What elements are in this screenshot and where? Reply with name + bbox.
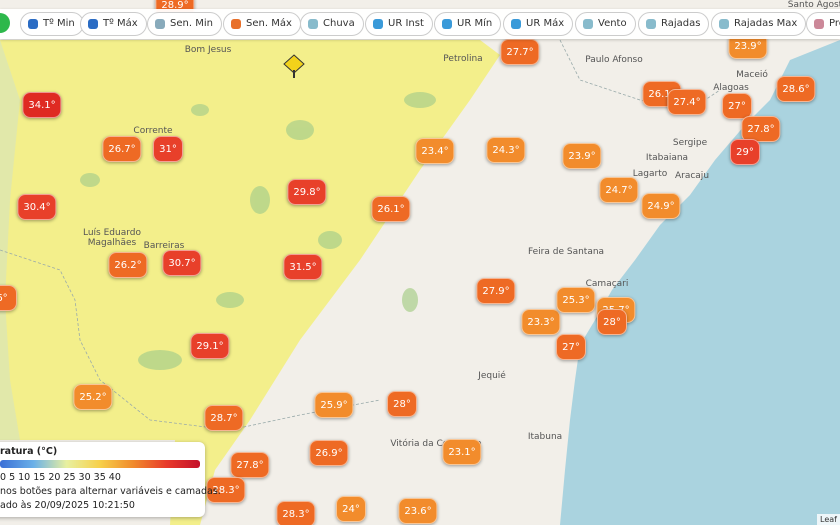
status-button[interactable] xyxy=(0,13,10,33)
button-icon xyxy=(511,19,521,29)
place-label: Itabuna xyxy=(527,432,563,442)
temperature-marker[interactable]: 23.4° xyxy=(415,138,455,164)
temperature-marker[interactable]: 26.2° xyxy=(108,252,148,278)
place-label: Santo Agost xyxy=(787,0,840,10)
legend-title: ratura (°C) xyxy=(0,446,58,457)
temperature-marker[interactable]: 25.3° xyxy=(556,287,596,313)
temperature-marker[interactable]: 26.1° xyxy=(371,196,411,222)
place-label: Sergipe xyxy=(672,138,708,148)
place-label: Magalhães xyxy=(87,238,137,248)
temperature-marker[interactable]: 27.8° xyxy=(741,116,781,142)
toolbar: Tº Min Tº Máx Sen. Min Sen. Máx Chuva UR Inst… xyxy=(0,9,840,39)
place-label: Jequié xyxy=(478,371,506,381)
temperature-marker[interactable]: 23.1° xyxy=(442,439,482,465)
temperature-marker[interactable]: 25.2° xyxy=(73,384,113,410)
button-icon xyxy=(814,19,824,29)
temperature-marker[interactable]: 26.9° xyxy=(309,440,349,466)
temperature-marker[interactable]: 28.6° xyxy=(776,76,816,102)
place-label: Barreiras xyxy=(143,241,185,251)
toolbar-button[interactable]: Tº Máx xyxy=(80,12,147,36)
legend-updated: ado às 20/09/2025 10:21:50 xyxy=(0,500,135,511)
sea xyxy=(560,40,840,525)
button-icon xyxy=(231,19,241,29)
temperature-marker[interactable]: 26.7° xyxy=(102,136,142,162)
temperature-marker[interactable]: 27.4° xyxy=(667,89,707,115)
toolbar-button[interactable]: UR Mín xyxy=(434,12,502,36)
color-scale xyxy=(0,460,200,468)
button-icon xyxy=(719,19,729,29)
place-label: Maceió xyxy=(736,70,768,80)
temperature-marker[interactable]: 28.7° xyxy=(204,405,244,431)
place-label: Camaçari xyxy=(585,279,629,289)
button-icon xyxy=(28,19,38,29)
toolbar-button[interactable]: Vento xyxy=(575,12,636,36)
toolbar-button[interactable]: Rajadas xyxy=(638,12,710,36)
attribution[interactable]: Leaf xyxy=(817,514,840,525)
place-label: Itabaiana xyxy=(645,153,689,163)
button-icon xyxy=(646,19,656,29)
legend-scale: 0 5 10 15 20 25 30 35 40 xyxy=(0,472,121,483)
temperature-marker[interactable]: 24.3° xyxy=(486,137,526,163)
temperature-marker[interactable]: 24.7° xyxy=(599,177,639,203)
temperature-marker[interactable]: 24.9° xyxy=(641,193,681,219)
legend-hint: nos botões para alternar variáveis e cam… xyxy=(0,486,221,497)
temperature-marker[interactable]: 31.5° xyxy=(283,254,323,280)
temperature-marker[interactable]: 25.9° xyxy=(314,392,354,418)
temperature-marker[interactable]: 27° xyxy=(556,334,586,360)
temperature-marker[interactable]: 28° xyxy=(597,309,627,335)
button-icon xyxy=(583,19,593,29)
vegetation xyxy=(0,40,20,440)
temperature-marker[interactable]: 27.9° xyxy=(476,278,516,304)
place-label: Lagarto xyxy=(632,169,668,179)
temperature-marker[interactable]: 23.3° xyxy=(521,309,561,335)
place-label: Luís Eduardo xyxy=(83,228,141,238)
toolbar-button[interactable]: UR Máx xyxy=(503,12,574,36)
temperature-marker[interactable]: 29.8° xyxy=(287,179,327,205)
place-label: Bom Jesus xyxy=(184,45,232,55)
place-label: Vitória da Conquista xyxy=(390,439,482,449)
place-label: Feira de Santana xyxy=(527,247,605,257)
temperature-marker[interactable]: 28° xyxy=(387,391,417,417)
button-icon xyxy=(373,19,383,29)
button-icon xyxy=(88,19,98,29)
toolbar-button[interactable]: Sen. Máx xyxy=(223,12,301,36)
toolbar-button[interactable]: Tº Min xyxy=(20,12,84,36)
temperature-marker[interactable]: 31° xyxy=(153,136,183,162)
temperature-marker[interactable]: 27.8° xyxy=(230,452,270,478)
temperature-marker[interactable]: 29° xyxy=(730,139,760,165)
place-label: Corrente xyxy=(133,126,173,136)
temperature-marker[interactable]: 29.1° xyxy=(190,333,230,359)
temperature-marker[interactable]: 30.4° xyxy=(17,194,57,220)
temperature-marker[interactable]: 30.7° xyxy=(162,250,202,276)
vegetation xyxy=(80,92,436,370)
temperature-marker[interactable]: 23.6° xyxy=(398,498,438,524)
place-label: Aracaju xyxy=(674,171,710,181)
button-icon xyxy=(308,19,318,29)
toolbar-button[interactable]: Sen. Min xyxy=(147,12,222,36)
temperature-marker[interactable]: 28.3° xyxy=(206,477,246,503)
button-icon xyxy=(442,19,452,29)
temperature-marker[interactable]: 28.3° xyxy=(276,501,316,525)
warning-icon[interactable] xyxy=(283,54,305,78)
place-label: Petrolina xyxy=(443,54,483,64)
temperature-marker[interactable]: 6° xyxy=(0,285,17,311)
toolbar-button[interactable]: Chuva xyxy=(300,12,364,36)
temperature-marker[interactable]: 34.1° xyxy=(22,92,62,118)
place-label: Alagoas xyxy=(713,83,749,93)
place-label: Paulo Afonso xyxy=(585,55,643,65)
temperature-marker[interactable]: 24° xyxy=(336,496,366,522)
temperature-marker[interactable]: 23.9° xyxy=(562,143,602,169)
button-icon xyxy=(155,19,165,29)
temperature-marker[interactable]: 27.7° xyxy=(500,39,540,65)
toolbar-button[interactable]: Rajadas Max xyxy=(711,12,807,36)
toolbar-button[interactable]: Pre xyxy=(806,12,840,36)
temperature-marker[interactable]: 27° xyxy=(722,93,752,119)
toolbar-button[interactable]: UR Inst xyxy=(365,12,433,36)
legend: ratura (°C) 0 5 10 15 20 25 30 35 40 nos… xyxy=(0,442,221,517)
